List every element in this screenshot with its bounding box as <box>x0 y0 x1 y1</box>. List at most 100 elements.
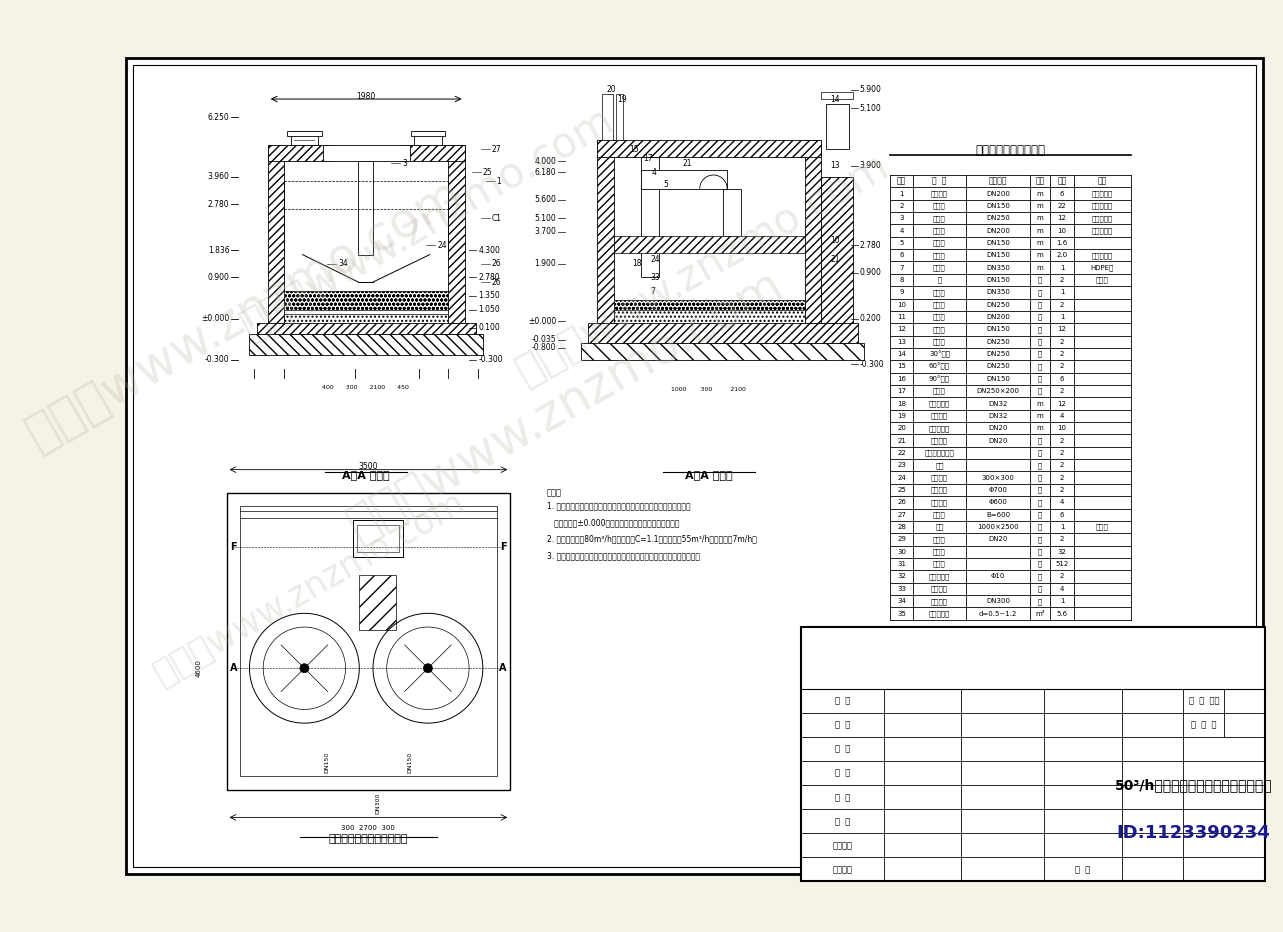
Text: 1: 1 <box>1060 598 1065 604</box>
Text: 个: 个 <box>1038 536 1042 542</box>
Text: DN250: DN250 <box>987 363 1010 369</box>
Text: 1.050: 1.050 <box>479 305 500 314</box>
Bar <box>285 291 448 309</box>
Text: m: m <box>1037 265 1043 270</box>
Bar <box>602 94 613 140</box>
Bar <box>358 525 399 552</box>
Text: 0.900: 0.900 <box>860 268 881 278</box>
Text: 2: 2 <box>1060 573 1065 580</box>
Text: 17: 17 <box>897 389 906 394</box>
Text: 50³/h重力式无阀滤池工艺设计（一）: 50³/h重力式无阀滤池工艺设计（一） <box>1115 778 1273 792</box>
Text: 钢塑复合管: 钢塑复合管 <box>1092 190 1112 197</box>
Text: 14: 14 <box>830 94 840 103</box>
Text: 6: 6 <box>1060 376 1065 382</box>
Text: 27: 27 <box>897 512 906 518</box>
Bar <box>616 94 622 140</box>
Text: 8: 8 <box>899 277 903 283</box>
Text: 块: 块 <box>1038 549 1042 555</box>
Text: m: m <box>1037 401 1043 406</box>
Text: 2: 2 <box>899 203 903 209</box>
Text: DN150: DN150 <box>987 253 1010 258</box>
Text: 2: 2 <box>1060 462 1065 468</box>
Text: 6: 6 <box>1060 512 1065 518</box>
Text: 26: 26 <box>491 278 502 286</box>
Text: 设  计: 设 计 <box>835 697 851 706</box>
Text: 2: 2 <box>1060 537 1065 542</box>
Text: 12: 12 <box>1057 326 1066 333</box>
Text: 4: 4 <box>1060 413 1065 418</box>
Text: m: m <box>1037 425 1043 432</box>
Text: 石英砂滤料: 石英砂滤料 <box>929 610 951 617</box>
Text: m: m <box>1037 227 1043 234</box>
Text: 钢塑复合管: 钢塑复合管 <box>1092 202 1112 209</box>
Bar <box>613 309 804 328</box>
Bar <box>249 335 482 355</box>
Text: 34: 34 <box>897 598 906 604</box>
Text: 名  称: 名 称 <box>933 177 947 185</box>
Text: 个: 个 <box>1038 388 1042 394</box>
Text: 套: 套 <box>1038 524 1042 530</box>
Text: 说明：: 说明： <box>547 488 562 497</box>
Text: 90°弯头: 90°弯头 <box>929 376 949 382</box>
Circle shape <box>300 664 309 673</box>
Text: 座: 座 <box>1038 462 1042 469</box>
Text: 2.780: 2.780 <box>208 199 230 209</box>
Text: -0.800: -0.800 <box>531 344 556 352</box>
Text: 4: 4 <box>1060 500 1065 505</box>
Text: Φ600: Φ600 <box>989 500 1007 505</box>
Text: DN200: DN200 <box>987 227 1010 234</box>
Text: 1000×2500: 1000×2500 <box>978 524 1019 530</box>
Text: 个: 个 <box>1038 289 1042 295</box>
Text: 2. 本机组流量约80m³/h，出水压力C=1.1，出水流量55m³/h，出水流量7m/h。: 2. 本机组流量约80m³/h，出水压力C=1.1，出水流量55m³/h，出水流… <box>547 535 757 543</box>
Text: 检查井: 检查井 <box>933 536 946 542</box>
Text: 3. 各分水主并排钢板，包括里使用截图也会重大技术问题须经技术认可。: 3. 各分水主并排钢板，包括里使用截图也会重大技术问题须经技术认可。 <box>547 551 701 560</box>
Text: 7: 7 <box>899 265 903 270</box>
Text: 2: 2 <box>1060 450 1065 456</box>
Text: 个: 个 <box>1038 277 1042 283</box>
Text: 2: 2 <box>1060 389 1065 394</box>
Text: 格栅: 格栅 <box>935 524 944 530</box>
Bar <box>826 103 849 149</box>
Bar <box>613 237 804 253</box>
Text: 33: 33 <box>650 273 659 282</box>
Text: 2: 2 <box>1060 438 1065 444</box>
Circle shape <box>423 664 432 673</box>
Text: 22: 22 <box>1057 203 1066 209</box>
Bar <box>285 314 448 333</box>
Text: 2: 2 <box>1060 338 1065 345</box>
Text: A－A 剖面图: A－A 剖面图 <box>685 470 733 480</box>
Text: 2: 2 <box>1060 363 1065 369</box>
Text: 5.600: 5.600 <box>534 195 556 204</box>
Text: m: m <box>1037 215 1043 221</box>
Text: 4600: 4600 <box>196 659 203 678</box>
Text: m: m <box>1037 203 1043 209</box>
Text: 钢格栅: 钢格栅 <box>933 561 946 568</box>
Text: 本  工  制: 本 工 制 <box>1191 720 1216 730</box>
Text: m: m <box>1037 190 1043 197</box>
Text: C1: C1 <box>491 213 502 223</box>
Text: 根: 根 <box>1038 512 1042 518</box>
Text: DN250: DN250 <box>987 338 1010 345</box>
Text: 个: 个 <box>1038 338 1042 345</box>
Text: 1.836: 1.836 <box>208 245 230 254</box>
Bar <box>268 144 285 323</box>
Text: d=0.5~1.2: d=0.5~1.2 <box>979 610 1017 617</box>
Text: 蝶阀手: 蝶阀手 <box>933 289 946 295</box>
Text: 4.000: 4.000 <box>534 157 556 166</box>
Text: 34: 34 <box>339 259 348 268</box>
Text: 单位: 单位 <box>1035 177 1044 185</box>
Text: DN150: DN150 <box>987 326 1010 333</box>
Text: 发证机关: 发证机关 <box>833 841 852 850</box>
Text: 10: 10 <box>1057 227 1066 234</box>
Text: 个: 个 <box>1038 437 1042 444</box>
Text: 个: 个 <box>1038 561 1042 568</box>
Text: 进水管管件: 进水管管件 <box>929 400 951 407</box>
Text: DN150: DN150 <box>407 752 412 774</box>
Text: 个: 个 <box>1038 499 1042 506</box>
Text: 加药气管: 加药气管 <box>931 413 948 419</box>
Text: 6.250: 6.250 <box>208 113 230 122</box>
Text: Φ10: Φ10 <box>990 573 1005 580</box>
Text: 2: 2 <box>1060 474 1065 481</box>
Text: 16: 16 <box>897 376 906 382</box>
Bar <box>414 131 441 144</box>
